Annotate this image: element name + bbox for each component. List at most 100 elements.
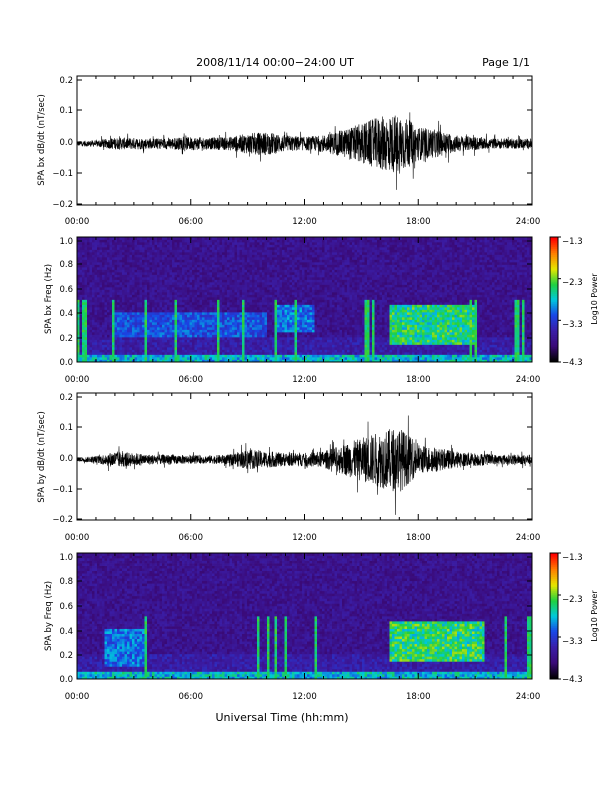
spectrogram-cell	[109, 304, 113, 308]
spectrogram-cell	[262, 249, 265, 253]
spectrogram-cell	[234, 242, 238, 245]
spectrogram-cell	[99, 319, 103, 323]
spectrogram-cell	[99, 294, 103, 298]
spectrogram-cell	[134, 262, 138, 265]
spectrogram-cell	[122, 309, 125, 313]
spectrogram-cell	[82, 334, 85, 338]
spectrogram-cell	[292, 267, 295, 270]
spectrogram-cell	[282, 262, 285, 265]
spectrogram-cell	[202, 249, 205, 253]
spectrogram-cell	[219, 272, 223, 275]
spectrogram-cell	[174, 264, 178, 268]
spectrogram-cell	[127, 347, 130, 350]
spectrogram-cell	[192, 339, 195, 343]
spectrogram-cell	[284, 279, 288, 283]
spectrogram-cell	[139, 359, 143, 363]
spectrogram-cell	[312, 297, 315, 300]
spectrogram-cell	[189, 274, 193, 278]
spectrogram-cell	[269, 259, 273, 263]
spectrogram-cell	[179, 322, 183, 325]
spectrogram-cell	[87, 264, 90, 268]
spectrogram-cell	[262, 314, 265, 318]
spectrogram-cell	[314, 317, 318, 320]
spectrogram-cell	[107, 327, 110, 330]
spectrogram-cell	[224, 342, 228, 345]
spectrogram-cell	[222, 239, 225, 243]
spectrogram-cell	[242, 259, 245, 263]
spectrogram-cell	[177, 357, 180, 360]
spectrogram-cell	[77, 322, 80, 325]
spectrogram-cell	[324, 349, 328, 353]
spectrogram-cell	[142, 299, 145, 303]
spectrogram-cell	[82, 339, 85, 343]
spectrogram-cell	[272, 259, 275, 263]
spectrogram-cell	[252, 344, 255, 348]
spectrogram-cell	[107, 309, 110, 313]
spectrogram-cell	[192, 299, 195, 303]
spectrogram-cell	[107, 267, 110, 270]
spectrogram-cell	[309, 344, 313, 348]
spectrogram-cell	[172, 309, 175, 313]
spectrogram-cell	[149, 327, 153, 330]
spectrogram-cell	[112, 309, 115, 313]
spectrogram-cell	[89, 349, 93, 353]
spectrogram-cell	[307, 357, 310, 360]
spectrogram-cell	[257, 297, 260, 300]
spectrogram-cell	[159, 269, 163, 273]
spectrogram-cell	[207, 254, 210, 258]
spectrogram-cell	[222, 277, 225, 280]
spectrogram-cell	[147, 332, 150, 335]
spectrogram-cell	[79, 324, 83, 328]
spectrogram-cell	[114, 272, 118, 275]
spectrogram-cell	[227, 242, 230, 245]
spectrogram-cell	[252, 249, 255, 253]
spectrogram-cell	[237, 252, 240, 255]
spectrogram-cell	[317, 317, 320, 320]
spectrogram-cell	[322, 357, 325, 360]
spectrogram-cell	[139, 252, 143, 255]
spectrogram-cell	[97, 297, 100, 300]
spectrogram-cell	[214, 287, 218, 290]
spectrogram-cell	[99, 264, 103, 268]
spectrogram-cell	[274, 347, 278, 350]
spectrogram-cell	[274, 357, 278, 360]
spectrogram-cell	[114, 317, 118, 320]
spectrogram-cell	[179, 299, 183, 303]
spectrogram-cell	[94, 324, 98, 328]
spectrogram-cell	[284, 337, 288, 340]
spectrogram-cell	[104, 339, 108, 343]
spectrogram-cell	[279, 359, 283, 363]
spectrogram-cell	[192, 244, 195, 248]
spectrogram-cell	[104, 314, 108, 318]
spectrogram-cell	[132, 252, 135, 255]
spectrogram-cell	[82, 307, 85, 310]
spectrogram-cell	[122, 289, 125, 293]
spectrogram-cell	[274, 294, 278, 298]
spectrogram-cell	[167, 267, 170, 270]
spectrogram-cell	[204, 347, 208, 350]
spectrogram-cell	[189, 259, 193, 263]
spectrogram-cell	[179, 324, 183, 328]
spectrogram-cell	[119, 257, 123, 260]
spectrogram-cell	[192, 352, 195, 355]
spectrogram-cell	[194, 349, 198, 353]
spectrogram-cell	[79, 309, 83, 313]
spectrogram-cell	[159, 294, 163, 298]
spectrogram-cell	[92, 324, 95, 328]
spectrogram-cell	[237, 294, 240, 298]
spectrogram-cell	[317, 347, 320, 350]
spectrogram-cell	[197, 272, 200, 275]
spectrogram-cell	[192, 292, 195, 295]
spectrogram-cell	[99, 349, 103, 353]
spectrogram-cell	[309, 279, 313, 283]
spectrogram-cell	[274, 289, 278, 293]
spectrogram-cell	[134, 284, 138, 288]
spectrogram-cell	[179, 319, 183, 323]
spectrogram-cell	[197, 242, 200, 245]
spectrogram-cell	[199, 252, 203, 255]
spectrogram-cell	[247, 259, 250, 263]
spectrogram-cell	[194, 264, 198, 268]
spectrogram-cell	[99, 314, 103, 318]
spectrogram-cell	[207, 272, 210, 275]
spectrogram-cell	[249, 314, 253, 318]
